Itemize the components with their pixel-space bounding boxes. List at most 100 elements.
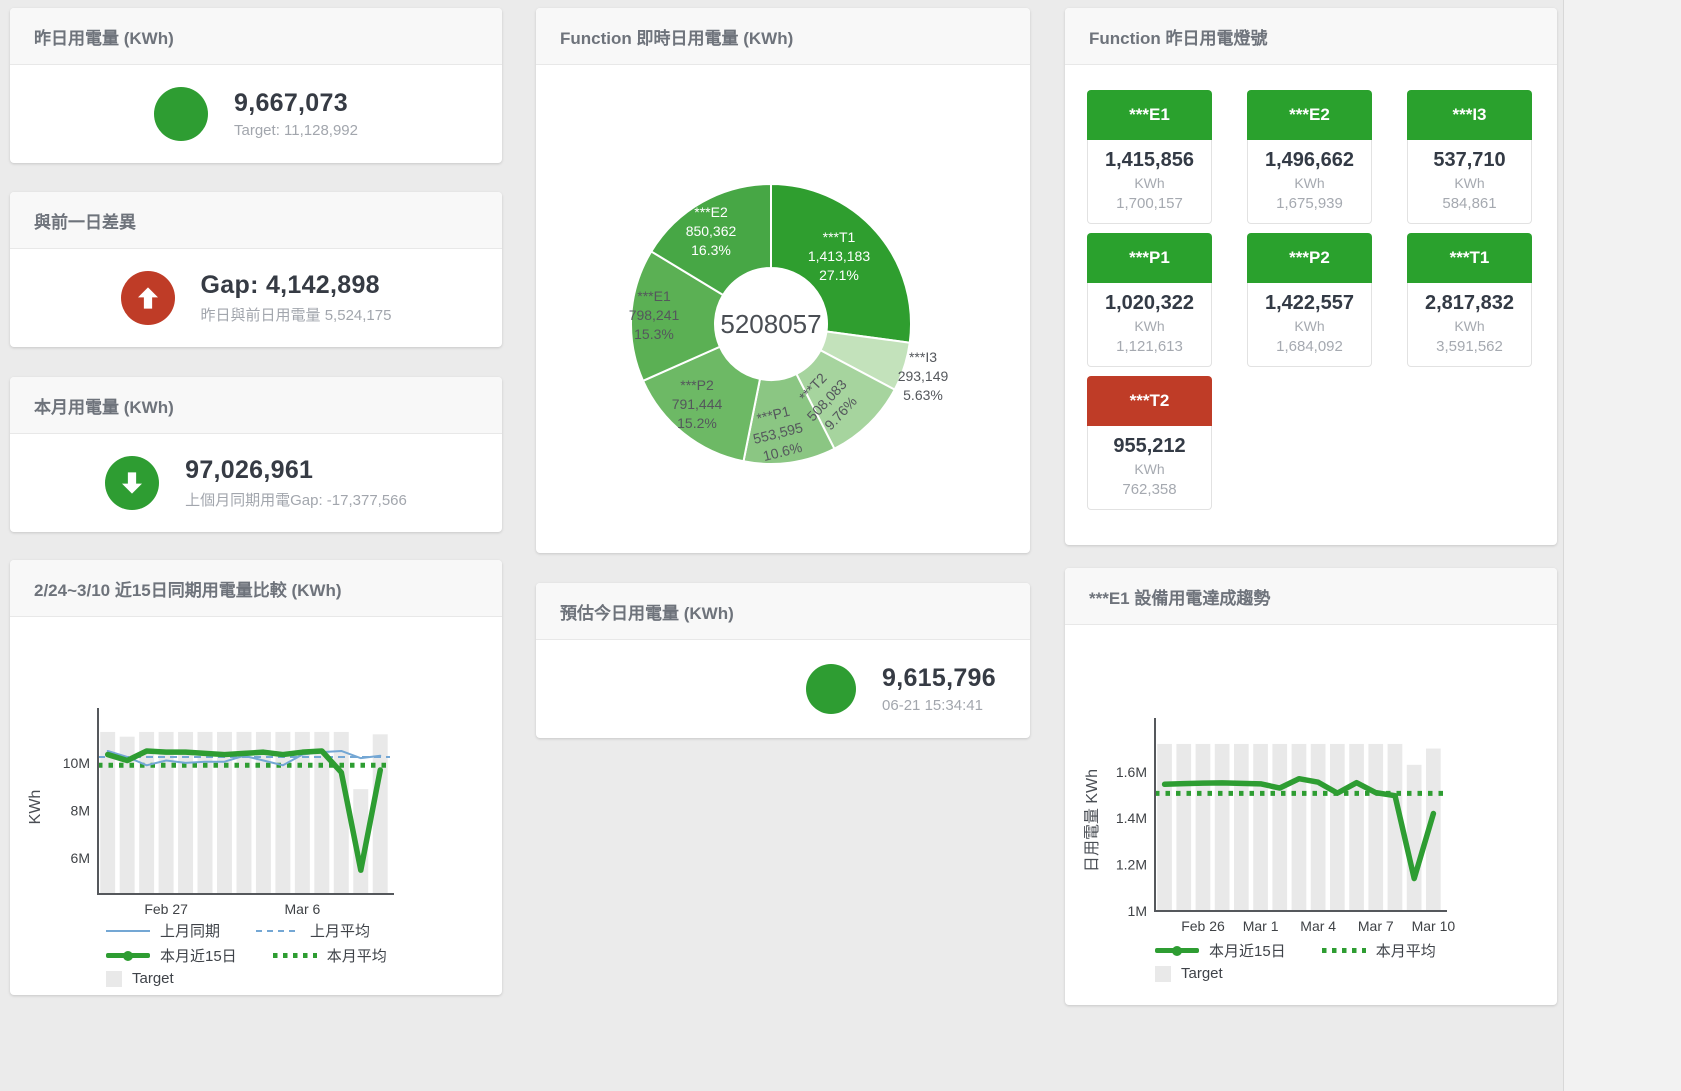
legend-item[interactable]: Target — [1155, 965, 1223, 982]
arrow-down-icon — [105, 456, 160, 510]
compare15-chart[interactable]: 6M 8M 10M Feb 27 Mar 6 KWh — [10, 624, 502, 924]
card-compare15-chart: 2/24~3/10 近15日同期用電量比較 (KWh) 6M 8M 10M Feb 2… — [10, 560, 502, 995]
svg-text:6M: 6M — [71, 850, 90, 866]
tile-value: 1,496,662 — [1265, 149, 1354, 171]
legend-label: Target — [1181, 965, 1223, 982]
card-title: Function 即時日用電量 (KWh) — [536, 8, 1030, 65]
tile-body: 2,817,832 KWh 3,591,562 — [1407, 283, 1532, 367]
tile-unit: KWh — [1134, 175, 1165, 191]
svg-text:Mar 7: Mar 7 — [1358, 918, 1394, 932]
svg-text:Feb 26: Feb 26 — [1181, 918, 1225, 932]
tile-target: 1,700,157 — [1116, 195, 1183, 212]
status-tile-P1: ***P1 1,020,322 KWh 1,121,613 — [1087, 233, 1212, 367]
legend-label: 本月近15日 — [160, 948, 237, 965]
card-title: 昨日用電量 (KWh) — [10, 8, 502, 65]
tile-target: 1,684,092 — [1276, 338, 1343, 355]
tile-body: 1,415,856 KWh 1,700,157 — [1087, 140, 1212, 224]
tile-unit: KWh — [1134, 461, 1165, 477]
card-title: 2/24~3/10 近15日同期用電量比較 (KWh) — [10, 560, 502, 617]
status-circle-icon — [806, 664, 857, 714]
card-yesterday-usage: 昨日用電量 (KWh) 9,667,073 Target: 11,128,992 — [10, 8, 502, 163]
card-month-usage: 本月用電量 (KWh) 97,026,961 上個月同期用電Gap: -17,3… — [10, 377, 502, 532]
card-title: 與前一日差異 — [10, 192, 502, 249]
tile-body: 1,020,322 KWh 1,121,613 — [1087, 283, 1212, 367]
day-gap-subtext: 昨日與前日用電量 5,524,175 — [200, 307, 392, 324]
legend-label: 本月平均 — [326, 948, 387, 965]
status-tile-P2: ***P2 1,422,557 KWh 1,684,092 — [1247, 233, 1372, 367]
tile-value: 1,020,322 — [1105, 292, 1194, 314]
tile-label: ***I3 — [1407, 90, 1532, 140]
status-tile-T2: ***T2 955,212 KWh 762,358 — [1087, 376, 1212, 510]
compare15-legend: 上月同期 上月平均本月近15日 本月平均 Target — [106, 920, 387, 987]
legend-label: 上月同期 — [160, 923, 221, 940]
status-tile-E1: ***E1 1,415,856 KWh 1,700,157 — [1087, 90, 1212, 224]
stat-body: 9,667,073 Target: 11,128,992 — [10, 65, 502, 163]
card-realtime-donut: Function 即時日用電量 (KWh) 5208057 ***T1 1,413… — [536, 8, 1030, 553]
tile-target: 1,675,939 — [1276, 195, 1343, 212]
card-status-lights: Function 昨日用電燈號 ***E1 1,415,856 KWh 1,700,1… — [1065, 8, 1557, 545]
card-title: 預估今日用電量 (KWh) — [536, 583, 1030, 640]
tile-label: ***P2 — [1247, 233, 1372, 283]
tile-target: 762,358 — [1122, 481, 1177, 498]
tile-body: 537,710 KWh 584,861 — [1407, 140, 1532, 224]
scrollbar-track[interactable] — [1563, 0, 1681, 1091]
tile-unit: KWh — [1134, 318, 1165, 334]
tile-body: 955,212 KWh 762,358 — [1087, 426, 1212, 510]
yesterday-usage-value: 9,667,073 — [234, 89, 348, 117]
svg-text:1.4M: 1.4M — [1116, 810, 1147, 826]
svg-text:Mar 10: Mar 10 — [1412, 918, 1456, 932]
stat-body: 97,026,961 上個月同期用電Gap: -17,377,566 — [10, 434, 502, 532]
tile-label: ***T2 — [1087, 376, 1212, 426]
tile-body: 1,422,557 KWh 1,684,092 — [1247, 283, 1372, 367]
legend-label: 上月平均 — [310, 923, 371, 940]
card-title: 本月用電量 (KWh) — [10, 377, 502, 434]
tile-target: 584,861 — [1442, 195, 1497, 212]
legend-item[interactable]: Target — [106, 970, 174, 987]
legend-label: 本月平均 — [1375, 943, 1436, 960]
tile-value: 2,817,832 — [1425, 292, 1514, 314]
tile-target: 1,121,613 — [1116, 338, 1183, 355]
tile-value: 537,710 — [1433, 149, 1506, 171]
legend-item[interactable]: 本月近15日 — [106, 945, 237, 966]
tile-unit: KWh — [1454, 318, 1485, 334]
svg-text:Mar 4: Mar 4 — [1300, 918, 1336, 932]
tile-label: ***P1 — [1087, 233, 1212, 283]
svg-text:Mar 6: Mar 6 — [285, 901, 321, 917]
tile-unit: KWh — [1294, 318, 1325, 334]
legend-item[interactable]: 上月平均 — [256, 920, 370, 941]
svg-text:KWh: KWh — [27, 790, 44, 825]
status-tile-T1: ***T1 2,817,832 KWh 3,591,562 — [1407, 233, 1532, 367]
legend-item[interactable]: 本月平均 — [272, 945, 387, 966]
tile-label: ***T1 — [1407, 233, 1532, 283]
svg-text:8M: 8M — [71, 803, 90, 819]
legend-item[interactable]: 上月同期 — [106, 920, 220, 941]
svg-text:5208057: 5208057 — [720, 309, 821, 339]
estimate-value: 9,615,796 — [882, 664, 996, 692]
status-circle-icon — [154, 87, 208, 141]
tile-value: 1,422,557 — [1265, 292, 1354, 314]
stat-body: Gap: 4,142,898 昨日與前日用電量 5,524,175 — [10, 249, 502, 347]
svg-text:日用電量 KWh: 日用電量 KWh — [1084, 769, 1101, 872]
e1trend-chart[interactable]: 1M 1.2M 1.4M 1.6M Feb 26 Mar 1 Mar 4 Mar 7 Mar 1… — [1065, 632, 1557, 932]
legend-item[interactable]: 本月近15日 — [1155, 940, 1286, 961]
day-gap-value: Gap: 4,142,898 — [200, 271, 380, 299]
estimate-timestamp: 06-21 15:34:41 — [882, 697, 983, 714]
svg-text:1.6M: 1.6M — [1116, 764, 1147, 780]
legend-item[interactable]: 本月平均 — [1321, 940, 1436, 961]
svg-text:Feb 27: Feb 27 — [144, 901, 188, 917]
svg-text:1M: 1M — [1128, 903, 1147, 919]
stat-body: 9,615,796 06-21 15:34:41 — [654, 640, 1148, 738]
svg-text:Mar 1: Mar 1 — [1243, 918, 1279, 932]
card-day-gap: 與前一日差異 Gap: 4,142,898 昨日與前日用電量 5,524,175 — [10, 192, 502, 347]
arrow-up-icon — [120, 271, 175, 325]
tile-label: ***E2 — [1247, 90, 1372, 140]
legend-label: Target — [132, 970, 174, 987]
tile-unit: KWh — [1294, 175, 1325, 191]
card-title: ***E1 設備用電達成趨勢 — [1065, 568, 1557, 625]
legend-label: 本月近15日 — [1209, 943, 1286, 960]
lights-grid: ***E1 1,415,856 KWh 1,700,157 ***E2 1,496,662… — [1087, 90, 1532, 510]
status-tile-E2: ***E2 1,496,662 KWh 1,675,939 — [1247, 90, 1372, 224]
realtime-donut-chart[interactable]: 5208057 ***T1 1,413,183 27.1% ***I3 293,149 5… — [568, 158, 1006, 498]
svg-text:10M: 10M — [63, 755, 90, 771]
